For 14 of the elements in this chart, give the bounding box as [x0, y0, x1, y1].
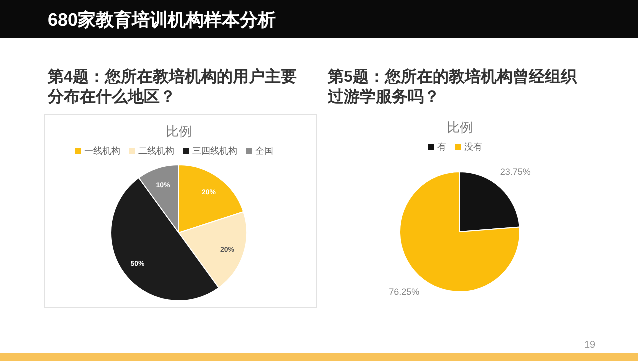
chart-subtitle: 比例	[447, 120, 473, 135]
legend-label: 二线机构	[138, 146, 174, 156]
legend-label: 没有	[464, 142, 482, 152]
legend-label: 一线机构	[84, 146, 120, 156]
chart-title: 第4题：您所在教培机构的用户主要分布在什么地区？	[47, 67, 297, 106]
chart-subtitle: 比例	[166, 124, 192, 139]
legend-label: 全国	[256, 146, 274, 156]
legend-label: 有	[438, 142, 446, 152]
legend-label: 三四线机构	[192, 146, 238, 156]
chart-title: 第5题：您所在的教培机构曾经组织过游学服务吗？	[327, 68, 578, 106]
text: 19	[584, 340, 596, 351]
data-label: 23.75%	[500, 166, 531, 177]
data-label: 76.25%	[389, 287, 420, 298]
text: 680家教育培训机构样本分析	[48, 9, 276, 30]
